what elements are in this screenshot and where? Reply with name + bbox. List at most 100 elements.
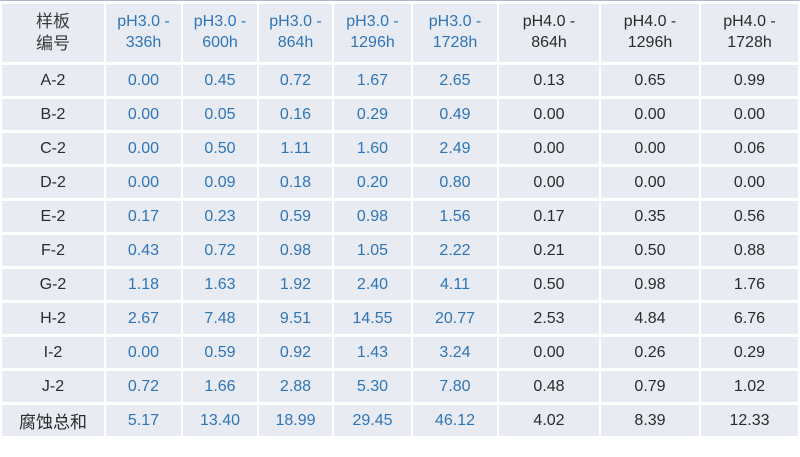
value-cell: 0.35 [601,201,699,232]
value-cell: 1.11 [259,133,332,164]
value-cell: 0.92 [259,337,332,368]
value-cell: 0.29 [334,99,411,130]
value-cell: 0.49 [413,99,497,130]
value-cell: 2.49 [413,133,497,164]
table-row: I-2 0.00 0.59 0.92 1.43 3.24 0.00 0.26 0… [2,337,798,368]
value-cell: 0.50 [183,133,257,164]
value-cell: 0.59 [183,337,257,368]
value-cell: 18.99 [259,405,332,436]
value-cell: 0.06 [701,133,798,164]
value-cell: 0.05 [183,99,257,130]
value-cell: 0.72 [183,235,257,266]
value-cell: 6.76 [701,303,798,334]
table-row: F-2 0.43 0.72 0.98 1.05 2.22 0.21 0.50 0… [2,235,798,266]
value-cell: 2.88 [259,371,332,402]
value-cell: 7.80 [413,371,497,402]
value-cell: 0.00 [499,133,599,164]
row-label: G-2 [2,269,104,300]
value-cell: 46.12 [413,405,497,436]
value-cell: 0.80 [413,167,497,198]
value-cell: 1.18 [106,269,181,300]
table-row: D-2 0.00 0.09 0.18 0.20 0.80 0.00 0.00 0… [2,167,798,198]
table-row: J-2 0.72 1.66 2.88 5.30 7.80 0.48 0.79 1… [2,371,798,402]
value-cell: 2.53 [499,303,599,334]
value-cell: 0.00 [106,65,181,96]
value-cell: 1.56 [413,201,497,232]
corrosion-data-table: 样板 编号 pH3.0 - 336h pH3.0 - 600h pH3.0 - … [0,0,800,436]
value-cell: 0.59 [259,201,332,232]
value-cell: 0.56 [701,201,798,232]
value-cell: 9.51 [259,303,332,334]
value-cell: 0.17 [499,201,599,232]
value-cell: 0.00 [701,167,798,198]
value-cell: 0.00 [701,99,798,130]
value-cell: 0.20 [334,167,411,198]
value-cell: 0.00 [601,167,699,198]
column-header-ph3-600h: pH3.0 - 600h [183,4,257,62]
value-cell: 0.00 [106,167,181,198]
value-cell: 0.00 [499,167,599,198]
table-row: E-2 0.17 0.23 0.59 0.98 1.56 0.17 0.35 0… [2,201,798,232]
value-cell: 0.65 [601,65,699,96]
value-cell: 4.02 [499,405,599,436]
value-cell: 12.33 [701,405,798,436]
value-cell: 13.40 [183,405,257,436]
table-row: B-2 0.00 0.05 0.16 0.29 0.49 0.00 0.00 0… [2,99,798,130]
value-cell: 5.30 [334,371,411,402]
row-label: I-2 [2,337,104,368]
row-label-corrosion-total: 腐蚀总和 [2,405,104,436]
value-cell: 5.17 [106,405,181,436]
value-cell: 2.65 [413,65,497,96]
value-cell: 0.18 [259,167,332,198]
value-cell: 29.45 [334,405,411,436]
row-label: C-2 [2,133,104,164]
table-row: H-2 2.67 7.48 9.51 14.55 20.77 2.53 4.84… [2,303,798,334]
value-cell: 1.63 [183,269,257,300]
column-header-ph4-1296h: pH4.0 - 1296h [601,4,699,62]
value-cell: 4.84 [601,303,699,334]
value-cell: 1.02 [701,371,798,402]
value-cell: 4.11 [413,269,497,300]
value-cell: 0.21 [499,235,599,266]
value-cell: 0.79 [601,371,699,402]
value-cell: 20.77 [413,303,497,334]
row-label: F-2 [2,235,104,266]
value-cell: 0.00 [601,99,699,130]
value-cell: 2.67 [106,303,181,334]
value-cell: 3.24 [413,337,497,368]
column-header-ph4-1728h: pH4.0 - 1728h [701,4,798,62]
value-cell: 0.26 [601,337,699,368]
value-cell: 8.39 [601,405,699,436]
value-cell: 0.72 [106,371,181,402]
value-cell: 2.40 [334,269,411,300]
value-cell: 1.92 [259,269,332,300]
value-cell: 0.72 [259,65,332,96]
column-header-ph3-1296h: pH3.0 - 1296h [334,4,411,62]
value-cell: 14.55 [334,303,411,334]
value-cell: 0.29 [701,337,798,368]
value-cell: 1.43 [334,337,411,368]
value-cell: 0.17 [106,201,181,232]
value-cell: 2.22 [413,235,497,266]
value-cell: 0.99 [701,65,798,96]
row-label: D-2 [2,167,104,198]
value-cell: 1.66 [183,371,257,402]
value-cell: 0.16 [259,99,332,130]
header-row: 样板 编号 pH3.0 - 336h pH3.0 - 600h pH3.0 - … [2,4,798,62]
value-cell: 0.98 [259,235,332,266]
value-cell: 1.05 [334,235,411,266]
value-cell: 0.13 [499,65,599,96]
column-header-ph3-864h: pH3.0 - 864h [259,4,332,62]
value-cell: 0.00 [499,99,599,130]
table-row: C-2 0.00 0.50 1.11 1.60 2.49 0.00 0.00 0… [2,133,798,164]
table-row-total: 腐蚀总和 5.17 13.40 18.99 29.45 46.12 4.02 8… [2,405,798,436]
value-cell: 0.50 [601,235,699,266]
value-cell: 0.98 [334,201,411,232]
value-cell: 0.00 [601,133,699,164]
row-label: E-2 [2,201,104,232]
row-label: B-2 [2,99,104,130]
value-cell: 0.50 [499,269,599,300]
value-cell: 0.23 [183,201,257,232]
table-row: G-2 1.18 1.63 1.92 2.40 4.11 0.50 0.98 1… [2,269,798,300]
row-label: J-2 [2,371,104,402]
